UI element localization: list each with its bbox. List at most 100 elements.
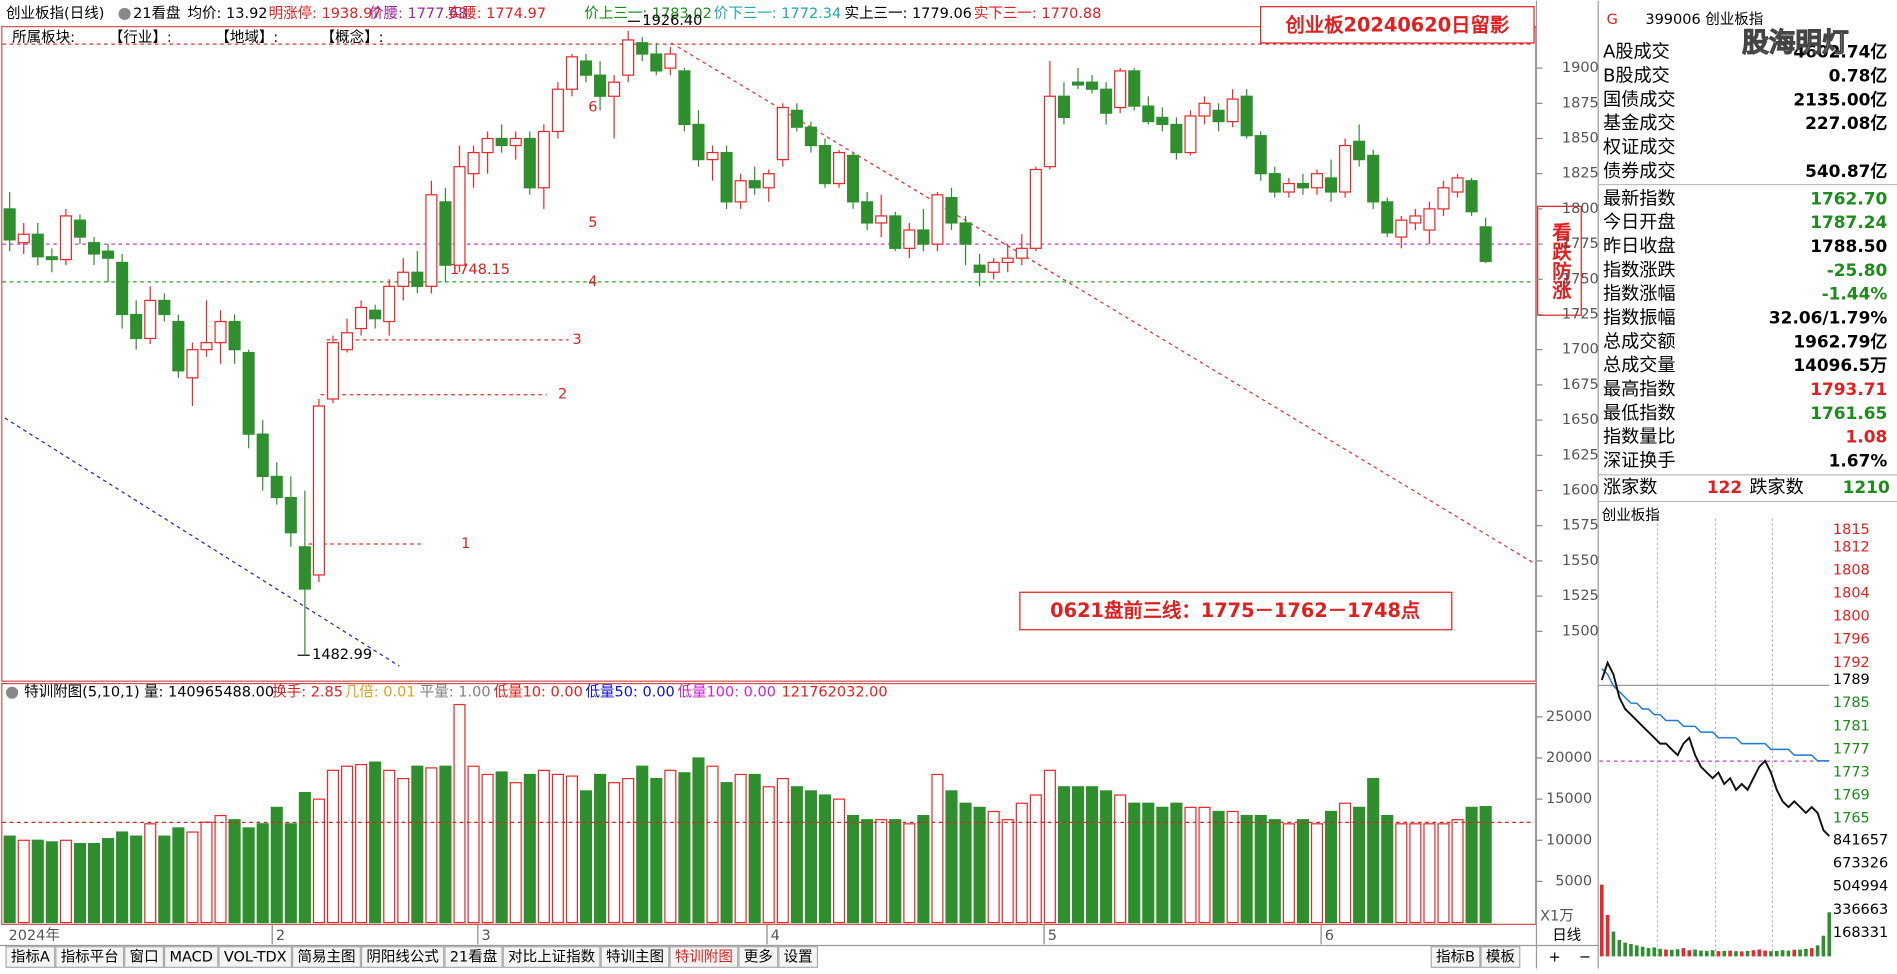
candle-body <box>1086 81 1099 90</box>
tab-label[interactable]: 指标平台 <box>61 949 119 966</box>
volume-bar <box>369 761 382 924</box>
volume-bar <box>144 823 157 924</box>
tab-label[interactable]: 特训主图 <box>606 949 664 966</box>
candle-body <box>1437 187 1450 210</box>
candle-body <box>1198 102 1211 117</box>
x-tick-label: 2 <box>276 928 285 944</box>
volume-bar <box>1367 777 1380 924</box>
candle-body <box>692 123 705 161</box>
tab-label[interactable]: 指标B <box>1436 949 1475 966</box>
header-item: 价上三一: 1783.02 <box>584 5 711 22</box>
info-value: -1.44% <box>1822 284 1888 304</box>
level-label: 4 <box>588 274 597 290</box>
y-tick-label: 1750 <box>1562 271 1599 287</box>
tab[interactable] <box>164 946 219 968</box>
candle-body <box>439 201 452 266</box>
tab-label[interactable]: 阴阳线公式 <box>366 949 439 966</box>
volume-bar <box>340 765 354 924</box>
tab[interactable] <box>218 946 293 968</box>
y-tick-label: 1725 <box>1562 306 1599 322</box>
header-item: 21看盘 <box>133 4 180 22</box>
volume-bar <box>537 769 550 924</box>
zoom-button[interactable]: − <box>1579 950 1591 966</box>
candle-body <box>284 496 297 534</box>
tab[interactable] <box>1480 946 1521 968</box>
y-tick-label: 1875 <box>1562 95 1599 111</box>
y-tick-label: 1500 <box>1562 623 1599 639</box>
level-label: 3 <box>572 332 581 348</box>
zoom-button[interactable]: + <box>1549 950 1561 966</box>
tab[interactable] <box>1430 946 1481 968</box>
candle-body <box>903 229 916 249</box>
volume-bar <box>467 765 480 924</box>
price-label: 1482.99 <box>312 647 372 663</box>
volume-bar <box>1128 802 1141 924</box>
mini-vol-label: 504994 <box>1833 879 1888 895</box>
volume-bar <box>326 769 340 924</box>
volume-bar <box>523 773 536 924</box>
icon <box>6 686 19 699</box>
info-value: 540.87亿 <box>1805 161 1887 181</box>
tab[interactable] <box>360 946 445 968</box>
tab-label[interactable]: 更多 <box>744 949 773 966</box>
indicator-item: 平量: 1.00 <box>420 685 491 701</box>
sector-label: 【地域】: <box>215 29 278 46</box>
info-label: 最高指数 <box>1603 379 1676 400</box>
info-value: -25.80 <box>1827 260 1888 280</box>
volume-bar <box>1339 802 1352 924</box>
candle-body <box>1268 173 1281 193</box>
volume-bar <box>692 757 705 924</box>
volume-bar <box>1240 814 1253 924</box>
tab[interactable] <box>55 946 125 968</box>
candle-body <box>537 130 550 189</box>
candle-body <box>523 137 536 189</box>
tab[interactable] <box>502 946 601 968</box>
tab-label[interactable]: MACD <box>169 950 212 966</box>
volume-bar <box>917 814 930 924</box>
tab-label[interactable]: 21看盘 <box>450 948 497 966</box>
info-value: 4602.74亿 <box>1793 42 1887 62</box>
tab[interactable] <box>600 946 670 968</box>
volume-bar <box>818 794 832 924</box>
candle-body <box>59 215 72 261</box>
tab-label[interactable]: 对比上证指数 <box>508 949 595 966</box>
info-value: 14096.5万 <box>1793 355 1887 375</box>
volume-bar <box>1184 806 1197 924</box>
tab-label[interactable]: 模板 <box>1486 948 1515 966</box>
tab[interactable] <box>444 946 503 968</box>
candle-body <box>1296 182 1309 189</box>
candle-body <box>1254 135 1267 175</box>
volume-bar <box>1100 790 1113 924</box>
mini-title: 创业板指 <box>1602 506 1660 524</box>
volume-bar <box>973 806 986 924</box>
tab-label[interactable]: 设置 <box>784 949 813 966</box>
tab-label[interactable]: 简易主图 <box>297 949 355 966</box>
tab-label[interactable]: 窗口 <box>130 948 159 966</box>
tab[interactable] <box>778 946 819 968</box>
tab-label[interactable]: 特训附图 <box>675 949 733 966</box>
tab[interactable] <box>738 946 779 968</box>
tab-label[interactable]: 指标A <box>11 949 50 966</box>
period-label[interactable]: 日线 <box>1552 927 1581 944</box>
candle-body <box>326 342 340 400</box>
candle-body <box>1409 215 1422 224</box>
volume-bar <box>608 782 621 924</box>
candle-body <box>748 180 761 189</box>
mini-y-label: 1781 <box>1833 718 1870 734</box>
tab[interactable] <box>5 946 56 968</box>
candle-body <box>200 342 213 351</box>
volume-bar <box>284 823 297 924</box>
volume-bar <box>87 842 101 924</box>
tab-label[interactable]: VOL-TDX <box>224 950 287 966</box>
tab[interactable] <box>292 946 361 968</box>
candle-body <box>650 53 663 72</box>
volume-bar <box>214 814 227 924</box>
tab[interactable] <box>669 946 739 968</box>
tab[interactable] <box>124 946 165 968</box>
mini-vol-label: 336663 <box>1833 902 1888 918</box>
x-tick-label: 5 <box>1048 928 1057 944</box>
price-label: 1926.40 <box>642 13 702 29</box>
header-item: 价下三一: 1772.34 <box>714 6 841 22</box>
watermark: 股海明灯 <box>1742 28 1849 59</box>
candle-body <box>1310 173 1324 189</box>
